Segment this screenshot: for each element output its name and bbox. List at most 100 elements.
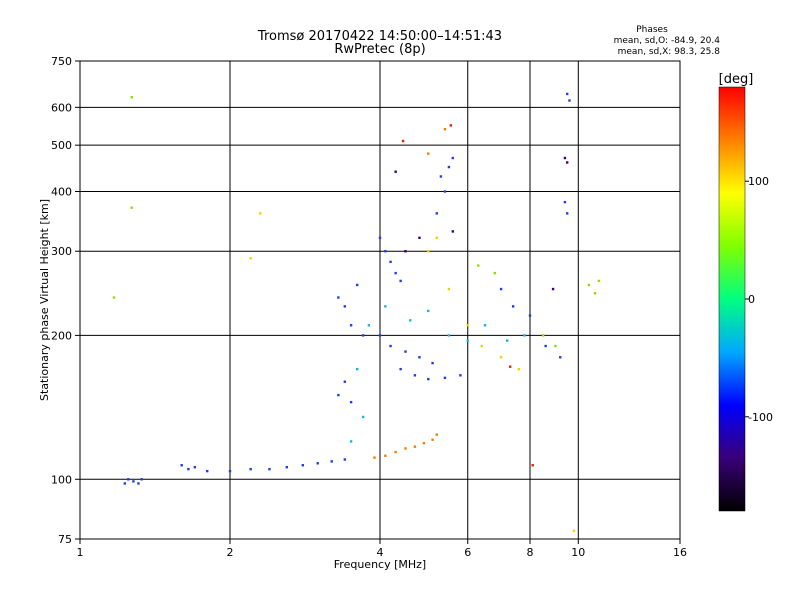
- data-point: [565, 92, 569, 96]
- data-point: [378, 236, 382, 240]
- data-point: [356, 367, 359, 371]
- y-tick-label: 750: [51, 55, 72, 68]
- data-point: [193, 465, 197, 469]
- data-point: [349, 440, 353, 443]
- stats-x-mode: mean, sd,X: 98.3, 25.8: [618, 47, 721, 57]
- data-point: [337, 296, 340, 299]
- data-point: [180, 464, 183, 467]
- data-point: [565, 212, 569, 215]
- colorbar-unit: [deg]: [719, 72, 754, 87]
- x-tick-label: 2: [227, 546, 234, 559]
- data-point: [483, 324, 487, 327]
- colorbar-ticks: 100 0 -100: [745, 175, 773, 424]
- colorbar-tick-label: 100: [748, 175, 769, 188]
- data-point: [112, 296, 116, 299]
- data-point: [389, 260, 392, 264]
- y-axis-label: Stationary phase Virtual Height [km]: [38, 199, 51, 401]
- data-point: [427, 250, 430, 253]
- data-point: [499, 287, 503, 291]
- data-point: [447, 287, 451, 291]
- data-point: [506, 339, 509, 342]
- data-point: [373, 456, 376, 459]
- data-point: [528, 314, 532, 317]
- data-point: [367, 324, 371, 327]
- data-point: [466, 324, 469, 327]
- y-tick-label: 600: [51, 101, 72, 114]
- data-point: [268, 467, 271, 471]
- data-point: [137, 482, 140, 485]
- data-point: [394, 271, 397, 275]
- stats-o-mode: mean, sd,O: -84.9, 20.4: [614, 36, 721, 46]
- data-point: [431, 438, 434, 441]
- data-point: [349, 324, 353, 327]
- data-point: [587, 283, 591, 287]
- data-point: [439, 175, 443, 178]
- data-point: [330, 460, 333, 463]
- data-point: [394, 450, 397, 454]
- data-point: [427, 377, 430, 381]
- data-point: [572, 529, 576, 533]
- data-point: [343, 458, 347, 461]
- phase-colorbar: [718, 86, 746, 512]
- data-point: [127, 478, 130, 481]
- colorbar-tick-label: -100: [748, 411, 773, 424]
- y-tick-label: 100: [51, 473, 72, 486]
- data-point: [259, 212, 262, 215]
- data-point: [130, 95, 133, 99]
- data-point: [427, 309, 430, 313]
- data-point: [123, 482, 126, 485]
- data-point: [541, 334, 545, 337]
- data-point: [480, 344, 483, 348]
- data-point: [551, 287, 555, 291]
- data-point: [301, 464, 305, 467]
- data-point: [559, 356, 562, 359]
- colorbar-tick-label: 0: [748, 293, 755, 306]
- data-point: [447, 334, 451, 337]
- data-point: [249, 467, 252, 471]
- data-point: [337, 393, 340, 397]
- data-point: [413, 445, 417, 448]
- data-point: [427, 152, 430, 155]
- data-point: [349, 400, 353, 404]
- data-point: [399, 279, 402, 283]
- data-point: [418, 236, 421, 240]
- y-tick-label: 300: [51, 245, 72, 258]
- data-point: [132, 480, 135, 483]
- data-point: [435, 236, 438, 240]
- data-point: [459, 374, 462, 377]
- data-point: [523, 334, 526, 337]
- data-point: [384, 250, 387, 253]
- data-point: [361, 334, 365, 337]
- data-point: [285, 465, 288, 469]
- data-point: [140, 478, 143, 481]
- x-tick-label: 16: [673, 546, 687, 559]
- x-tick-label: 1: [77, 546, 84, 559]
- data-point: [404, 250, 407, 253]
- data-point: [409, 319, 412, 322]
- chart-title: Tromsø 20170422 14:50:00–14:51:43: [257, 29, 502, 44]
- data-point: [316, 462, 319, 465]
- data-point: [508, 365, 512, 368]
- data-point: [431, 361, 434, 365]
- data-point: [399, 367, 402, 371]
- x-tick-label: 6: [464, 546, 471, 559]
- data-point: [249, 257, 252, 260]
- data-point: [466, 339, 469, 342]
- data-point: [554, 344, 557, 348]
- data-point: [499, 356, 503, 359]
- data-point: [447, 165, 451, 169]
- data-point: [378, 334, 382, 337]
- data-point: [413, 374, 417, 377]
- scatter-points: [112, 92, 601, 533]
- data-point: [384, 305, 387, 308]
- data-point: [228, 469, 232, 473]
- data-point: [565, 161, 569, 164]
- data-point: [356, 283, 359, 287]
- data-point: [343, 305, 347, 308]
- y-axis-ticks: 75 100 200 300 400 500 600 750: [51, 55, 80, 546]
- data-point: [493, 271, 497, 275]
- data-point: [206, 469, 209, 473]
- y-tick-label: 400: [51, 185, 72, 198]
- chart-subtitle: RwPretec (8p): [334, 42, 425, 57]
